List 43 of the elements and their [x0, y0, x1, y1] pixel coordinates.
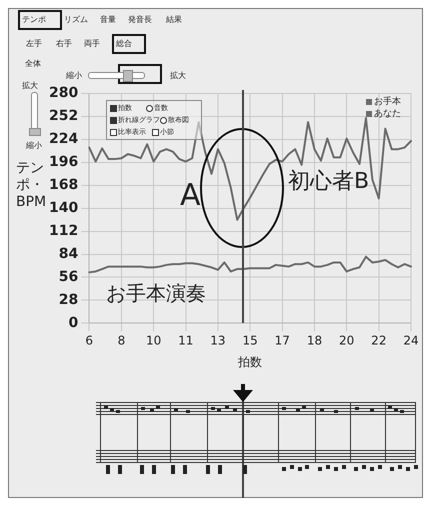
y-tick-label: 56: [58, 268, 78, 285]
x-tick-label: 11: [178, 334, 194, 348]
y-tick-label: 112: [48, 222, 78, 239]
y-tick-label: 224: [48, 131, 78, 147]
x-tick-label: 17: [274, 334, 290, 348]
text: 右手: [56, 38, 72, 49]
text: 左手: [26, 38, 42, 49]
text: リズム: [64, 14, 88, 25]
text: 拡大: [170, 70, 186, 81]
y-axis-title: テンポ・BPM: [16, 160, 46, 210]
text: テンポ: [22, 14, 46, 25]
y-tick-label: 280: [48, 85, 78, 102]
annotation: 初心者B: [288, 168, 370, 196]
annotation: A: [180, 178, 201, 213]
annotation: お手本演奏: [106, 280, 206, 307]
text: 総合: [116, 38, 132, 49]
x-tick-label: 8: [118, 334, 126, 348]
text: 全体: [25, 58, 41, 69]
y-tick-label: 252: [48, 108, 78, 124]
x-tick-label: 22: [371, 334, 386, 348]
x-tick-label: 10: [146, 334, 162, 348]
x-tick-label: 13: [210, 334, 226, 348]
y-tick-label: 140: [48, 200, 78, 216]
y-tick-label: 168: [48, 176, 78, 193]
x-tick-label: 18: [306, 334, 322, 348]
x-tick-label: 20: [339, 334, 354, 348]
y-tick-label: 84: [58, 246, 78, 262]
text: 結果: [166, 14, 182, 25]
text: 音量: [100, 14, 116, 25]
text: 発音長: [128, 14, 152, 25]
legend-label: あなた: [374, 108, 401, 120]
y-tick-label: 0: [68, 314, 78, 331]
y-tick-label: 28: [58, 292, 78, 308]
legend-label: お手本: [374, 96, 401, 108]
y-tick-label: 196: [48, 154, 78, 170]
text: 両手: [84, 38, 100, 49]
x-tick-label: 15: [242, 334, 258, 348]
x-tick-label: 24: [403, 334, 419, 348]
text: 縮小: [66, 70, 82, 81]
x-axis-title: 拍数: [237, 354, 262, 369]
text: 縮小: [26, 140, 42, 151]
x-tick-label: 6: [85, 334, 94, 348]
text: 拡大: [22, 80, 38, 91]
